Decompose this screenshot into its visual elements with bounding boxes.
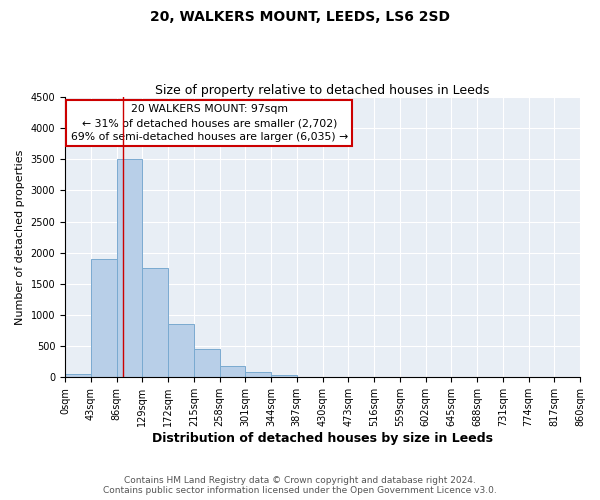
Bar <box>65 374 91 378</box>
Bar <box>116 160 142 378</box>
Bar <box>168 324 194 378</box>
Text: 20 WALKERS MOUNT: 97sqm
← 31% of detached houses are smaller (2,702)
69% of semi: 20 WALKERS MOUNT: 97sqm ← 31% of detache… <box>71 104 348 142</box>
Bar <box>91 259 116 378</box>
Y-axis label: Number of detached properties: Number of detached properties <box>15 150 25 325</box>
Bar <box>220 366 245 378</box>
Bar <box>194 350 220 378</box>
Bar <box>142 268 168 378</box>
Title: Size of property relative to detached houses in Leeds: Size of property relative to detached ho… <box>155 84 490 97</box>
Bar <box>297 376 323 378</box>
Text: 20, WALKERS MOUNT, LEEDS, LS6 2SD: 20, WALKERS MOUNT, LEEDS, LS6 2SD <box>150 10 450 24</box>
X-axis label: Distribution of detached houses by size in Leeds: Distribution of detached houses by size … <box>152 432 493 445</box>
Bar <box>271 375 297 378</box>
Text: Contains HM Land Registry data © Crown copyright and database right 2024.
Contai: Contains HM Land Registry data © Crown c… <box>103 476 497 495</box>
Bar <box>245 372 271 378</box>
